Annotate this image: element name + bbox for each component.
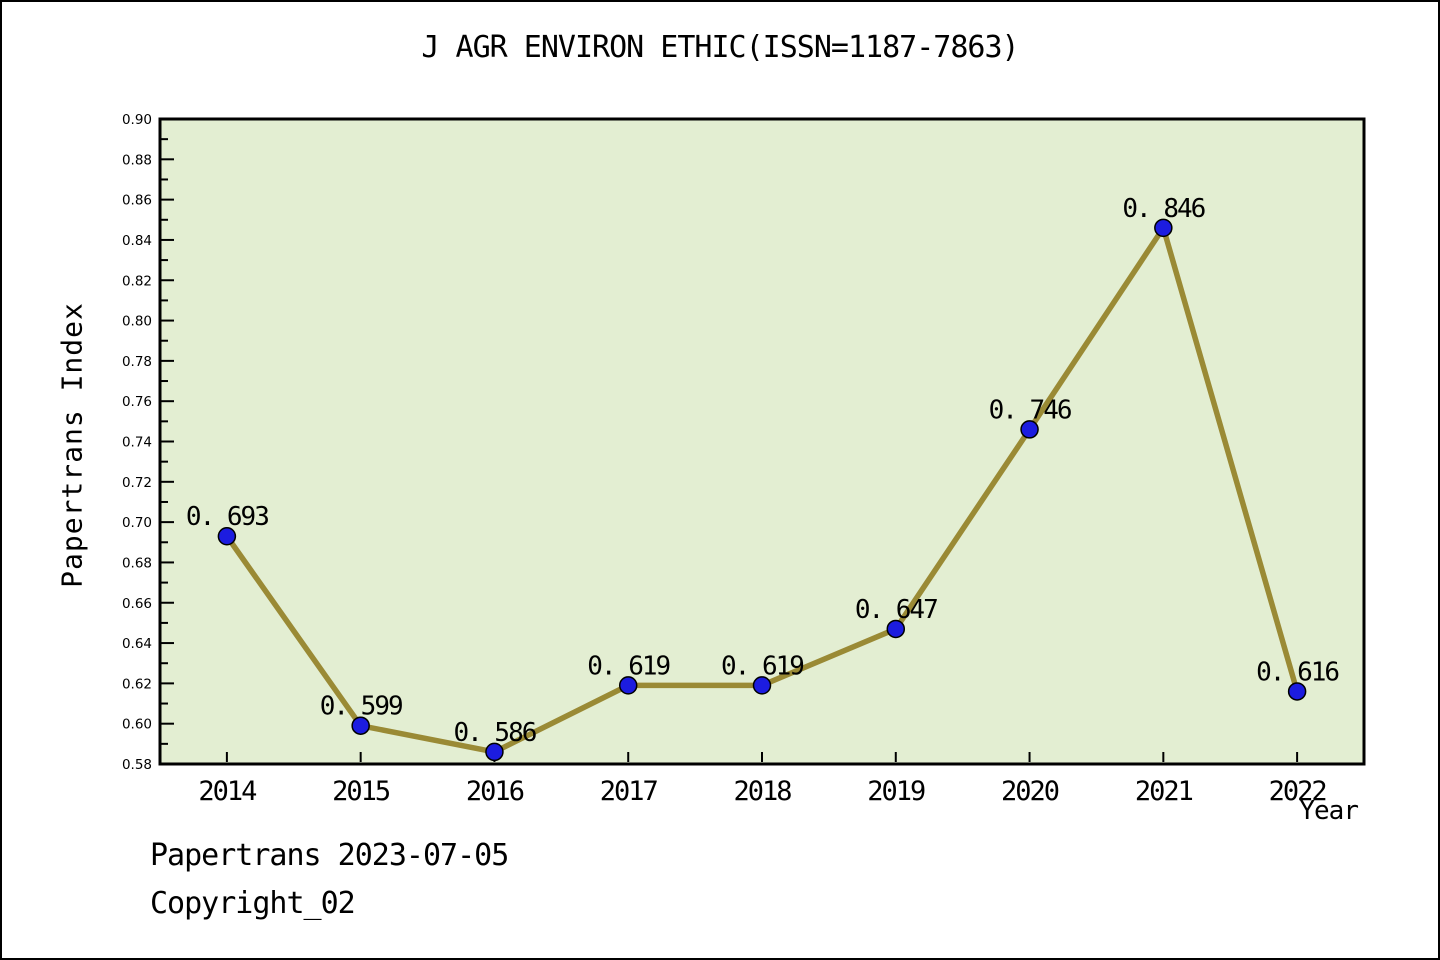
point-label: 0. 586 [453,718,535,748]
data-point [217,526,237,546]
y-tick-label: 0.66 [122,596,152,612]
y-tick-label: 0.74 [122,435,152,451]
footer-watermark-date: Papertrans 2023-07-05 [150,838,509,873]
point-label: 0. 647 [855,595,937,625]
y-tick-label: 0.82 [122,273,152,289]
data-point [1154,218,1173,238]
y-tick-label: 0.76 [122,394,152,410]
x-tick-label: 2020 [1001,776,1059,807]
plot-border [158,117,1366,766]
x-tick-label: 2018 [733,776,791,807]
point-label: 0. 619 [721,651,803,681]
point-label: 0. 619 [587,651,669,681]
y-tick-label: 0.68 [122,555,152,571]
data-point [485,742,504,762]
data-point [1020,420,1039,439]
y-tick-label: 0.80 [122,314,152,330]
y-tick-label: 0.78 [122,354,152,370]
y-axis-title: Papertrans Index [55,302,89,588]
point-label: 0. 616 [1256,657,1338,687]
point-label: 0. 693 [186,502,268,532]
point-label: 0. 599 [320,692,402,722]
y-tick-label: 0.90 [122,112,152,128]
point-label: 0. 746 [989,395,1071,425]
y-tick-label: 0.88 [122,152,152,168]
x-tick-label: 2021 [1135,776,1193,807]
chart-title: J AGR ENVIRON ETHIC(ISSN=1187-7863) [421,30,1019,65]
x-tick-label: 2017 [600,776,658,807]
y-tick-label: 0.58 [122,757,152,773]
y-tick-label: 0.84 [122,233,152,249]
point-label: 0. 846 [1122,194,1204,224]
y-tick-label: 0.86 [122,193,152,209]
x-tick-label: 2014 [198,776,256,807]
x-tick-label: 2016 [466,776,524,807]
data-point [618,676,638,695]
y-tick-label: 0.72 [122,475,152,491]
x-tick-label: 2022 [1269,776,1326,807]
x-tick-label: 2015 [332,776,390,807]
data-point [1287,682,1307,701]
y-tick-label: 0.64 [122,636,152,652]
x-tick-label: 2019 [867,776,925,807]
x-axis-title: Year [1299,796,1359,826]
y-tick-label: 0.60 [122,717,152,733]
y-tick-label: 0.70 [122,515,152,531]
data-point [886,619,906,639]
y-tick-label: 0.62 [122,676,152,692]
footer-copyright: Copyright_02 [150,886,356,921]
data-point [351,716,370,735]
data-point [752,676,772,695]
